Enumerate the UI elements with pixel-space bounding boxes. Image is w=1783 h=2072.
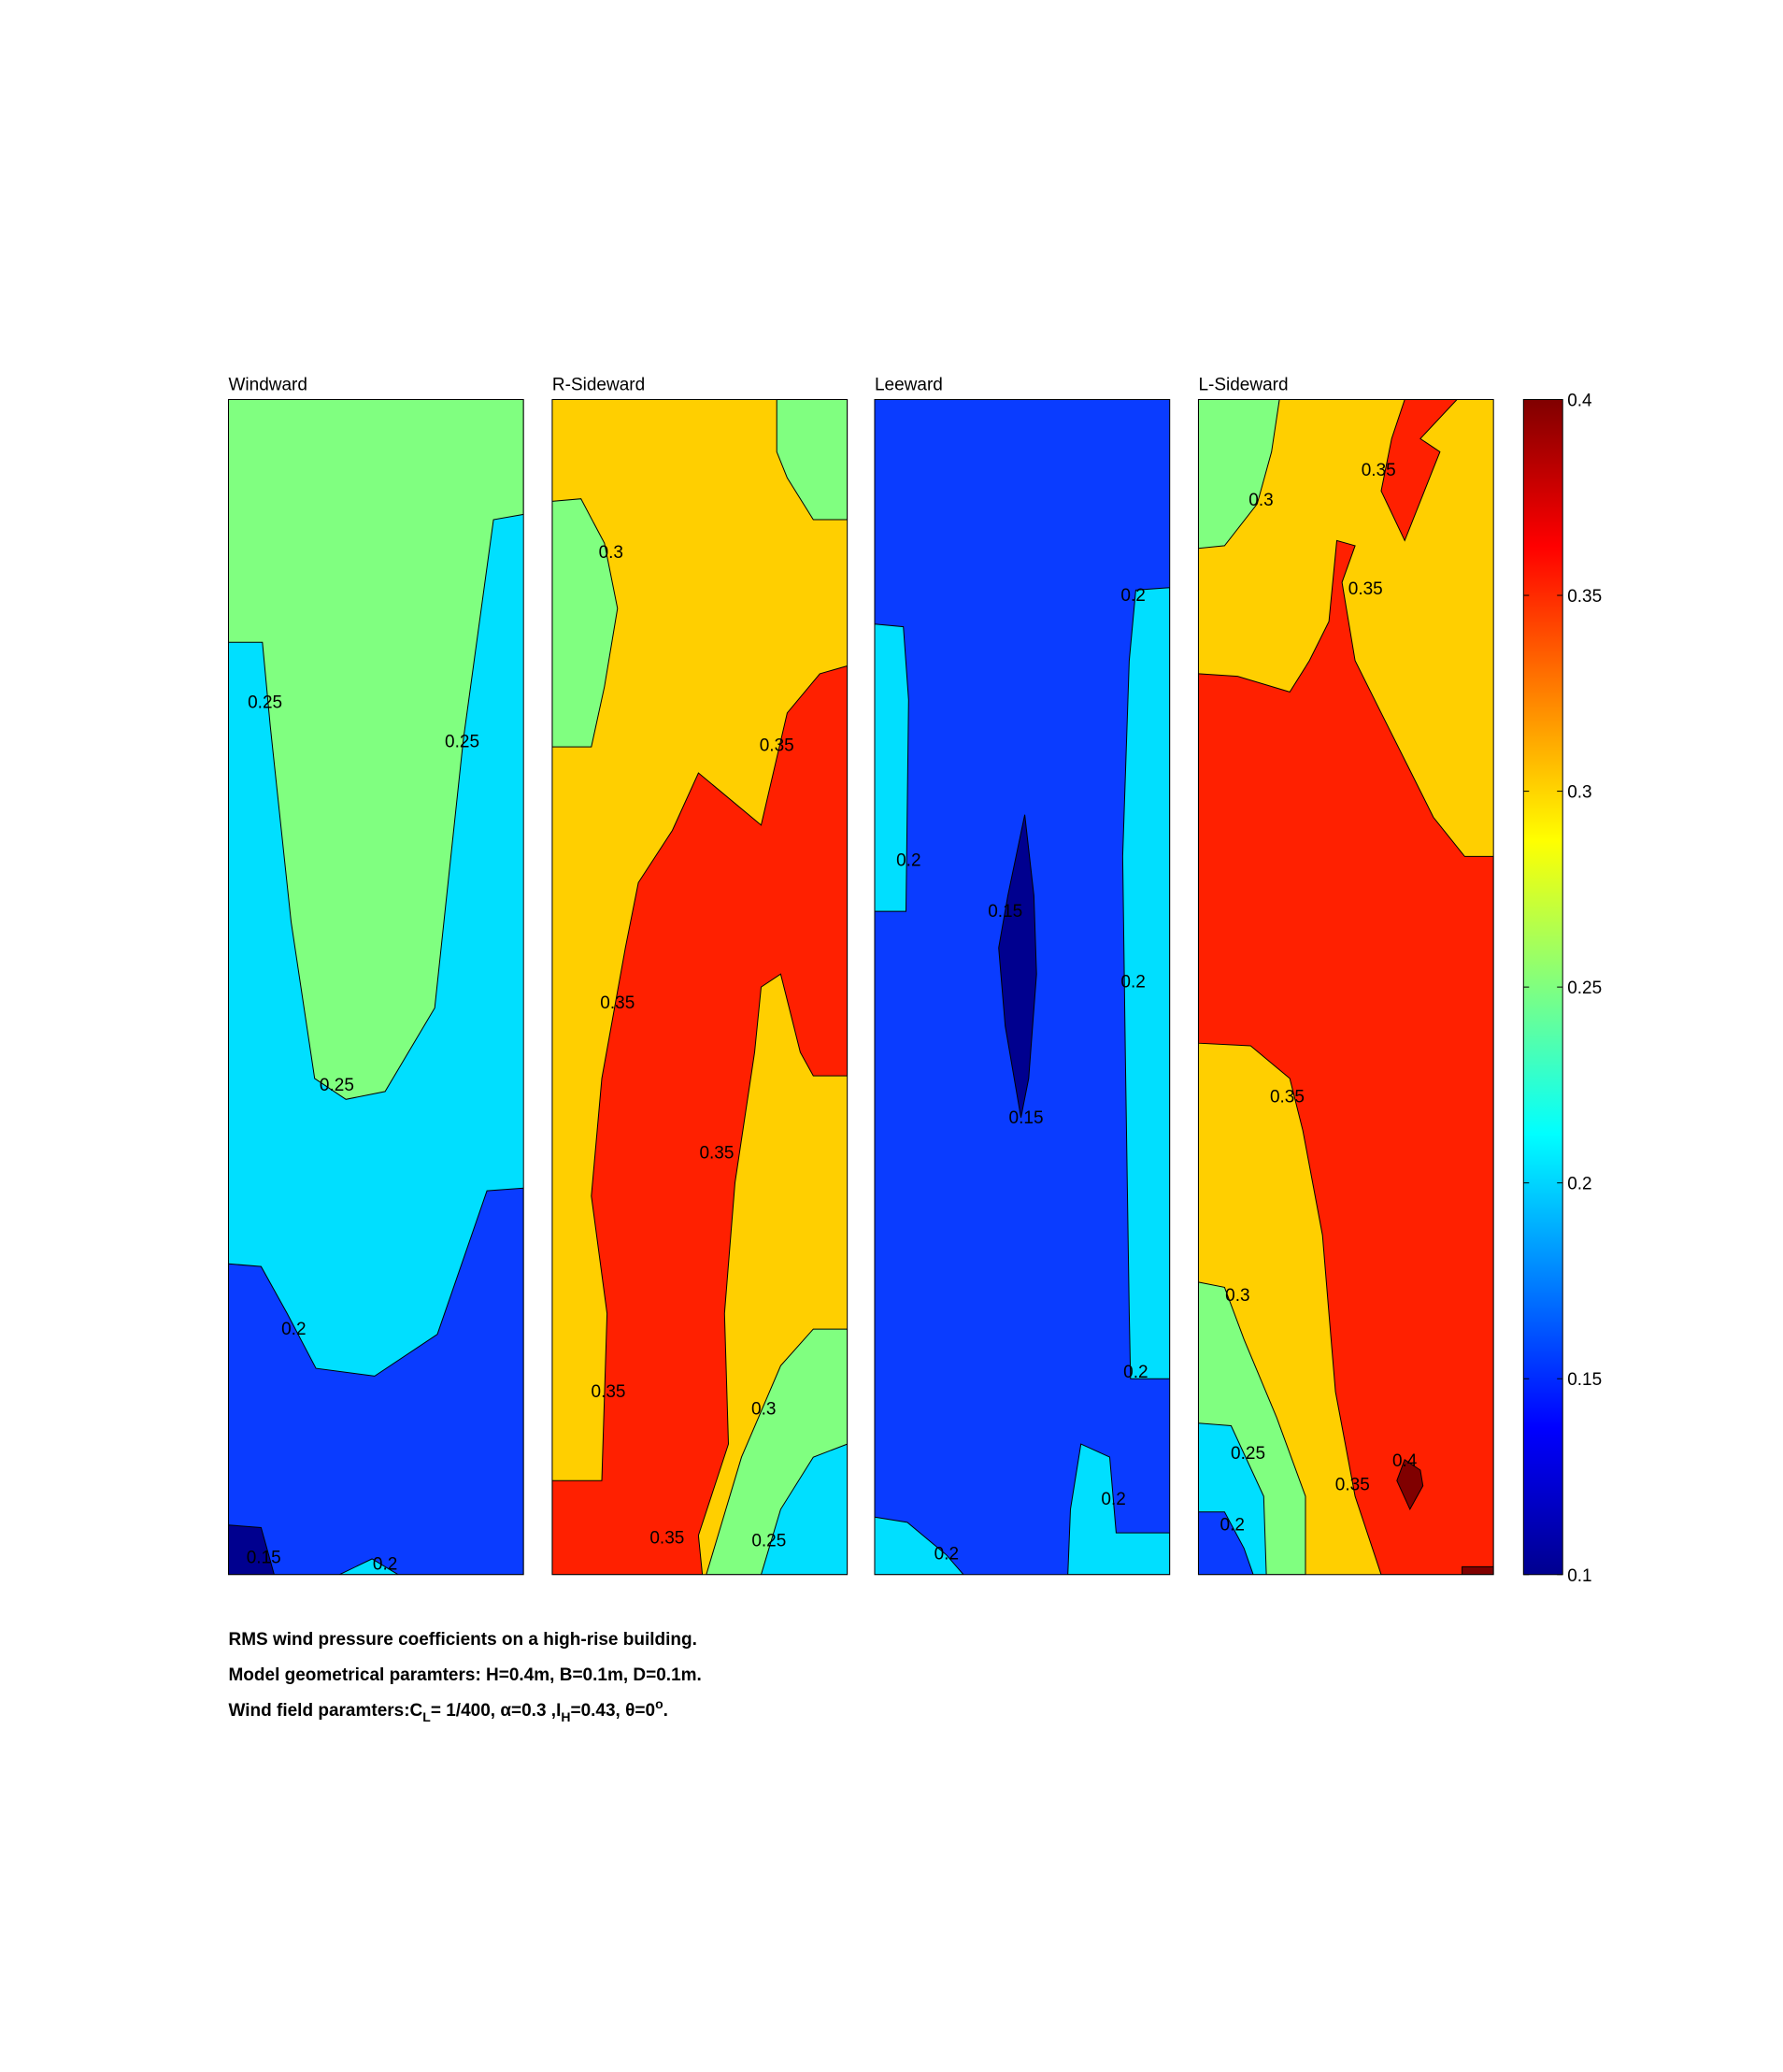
contour-label: 0.15 (988, 902, 1022, 922)
contour-label: 0.4 (1392, 1451, 1418, 1471)
panel-frame (227, 398, 524, 1576)
panel-title: L-Sideward (1198, 375, 1288, 394)
caption-part: L (422, 1709, 431, 1724)
contour-label: 0.35 (592, 1382, 626, 1402)
caption-part: . (663, 1701, 668, 1721)
contour-label: 0.35 (1335, 1475, 1370, 1494)
contour-label: 0.25 (320, 1076, 354, 1095)
panel: L-Sideward 0.3 0.35 0.35 0.35 0.3 0.25 0.35 0.4 0… (1197, 375, 1494, 1576)
panel: Leeward 0.2 0.2 0.15 0.2 0.15 0.2 0.2 0.2 (874, 375, 1171, 1576)
caption: Model geometrical paramters: H=0.4m, B=0… (228, 1665, 701, 1685)
contour-region (1462, 1565, 1494, 1575)
contour-label: 0.25 (1231, 1444, 1265, 1464)
contour-region (228, 1187, 524, 1575)
contour-label: 0.3 (599, 543, 623, 563)
contour-region (228, 399, 524, 1100)
colorbar-tick-label: 0.1 (1567, 1566, 1591, 1586)
contour-region (551, 664, 848, 1575)
regions (551, 399, 848, 1575)
contour-region (776, 399, 848, 521)
panel-title: R-Sideward (552, 375, 645, 394)
contour-label: 0.2 (1220, 1516, 1245, 1536)
contour-region (338, 1558, 400, 1575)
caption-part: o (655, 1696, 663, 1711)
contour-region (1396, 1459, 1424, 1511)
colorbar-tick-label: 0.15 (1567, 1370, 1602, 1390)
contour-label: 0.3 (1225, 1286, 1249, 1306)
panel-frame (551, 398, 849, 1576)
contour-label: 0.35 (760, 736, 794, 756)
contour-label: 0.2 (896, 851, 920, 871)
contour-label: 0.35 (600, 993, 635, 1013)
contour-label: 0.3 (751, 1399, 776, 1419)
panel-title: Windward (228, 375, 307, 394)
contour-label: 0.35 (699, 1144, 734, 1164)
contour-region (1198, 539, 1494, 1575)
panel-title: Leeward (875, 375, 943, 394)
contour-label: 0.2 (1123, 1363, 1148, 1382)
caption: RMS wind pressure coefficients on a high… (228, 1630, 696, 1650)
contour-label: 0.2 (1120, 586, 1145, 606)
regions (874, 399, 1170, 1575)
contour-label: 0.25 (445, 732, 479, 751)
contour-label: 0.2 (281, 1320, 306, 1339)
caption-part: Wind field paramters:C (228, 1701, 422, 1721)
contour-label: 0.2 (373, 1555, 397, 1575)
contour-region (1380, 399, 1458, 542)
contour-label: 0.35 (1362, 461, 1396, 480)
contour-region (760, 1443, 848, 1575)
caption-part: = 1/400, α=0.3 ,I (431, 1701, 562, 1721)
colorbar-tick-label: 0.35 (1567, 587, 1602, 607)
contour-region (551, 498, 619, 748)
contour-label: 0.35 (1348, 579, 1383, 599)
regions (228, 399, 524, 1575)
contour-label: 0.35 (1270, 1087, 1305, 1107)
regions (1198, 399, 1494, 1575)
panel: R-Sideward 0.3 0.35 0.35 0.35 0.35 0.3 0.35 0.25 (551, 375, 849, 1576)
contour-label: 0.2 (1120, 973, 1145, 993)
colorbar-tick-label: 0.4 (1567, 391, 1592, 410)
contour-region (1198, 1511, 1254, 1575)
contour-label: 0.15 (1009, 1108, 1044, 1128)
caption: Wind field paramters:CL= 1/400, α=0.3 ,I… (228, 1696, 667, 1724)
caption-part: =0.43, θ=0 (570, 1701, 655, 1721)
contour-label: 0.25 (248, 693, 282, 713)
colorbar-tick-label: 0.2 (1567, 1175, 1591, 1194)
panel-frame (1197, 398, 1494, 1576)
colorbar (1522, 398, 1563, 1576)
contour-region (998, 814, 1037, 1118)
contour-label: 0.15 (247, 1549, 281, 1568)
contour-label: 0.25 (751, 1531, 786, 1550)
contour-label: 0.3 (1248, 491, 1273, 510)
contour-label: 0.2 (1101, 1490, 1125, 1509)
panel-frame (874, 398, 1171, 1576)
contour-label: 0.2 (934, 1544, 959, 1564)
contour-region (1121, 587, 1170, 1379)
contour-label: 0.35 (649, 1529, 684, 1549)
caption-part: H (561, 1709, 570, 1724)
colorbar-tick-label: 0.25 (1567, 979, 1602, 998)
panel: Windward 0.25 0.25 0.25 0.2 0.15 0.2 (227, 375, 524, 1576)
colorbar-tick-label: 0.3 (1567, 783, 1591, 803)
